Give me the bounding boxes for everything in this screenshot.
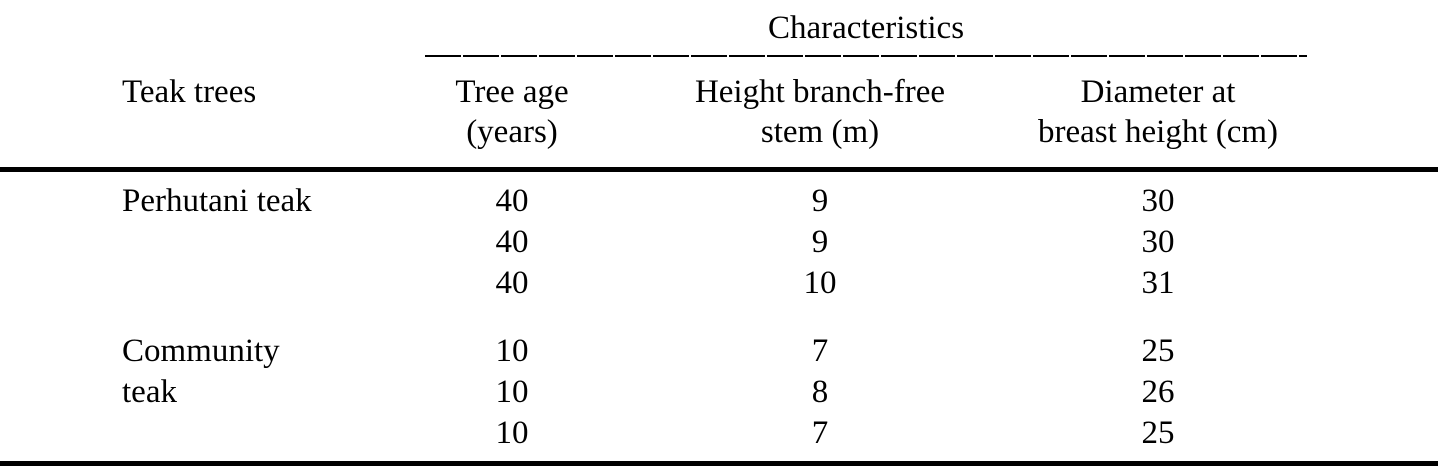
- column-header-tree-age: Tree age (years): [330, 72, 694, 152]
- group-label-empty: [0, 413, 330, 454]
- cell-diameter: 25: [1141, 415, 1175, 451]
- cell-tree-age: 40: [495, 224, 529, 260]
- cell-tree-age: 10: [495, 374, 529, 410]
- cell-tree-age: 10: [495, 415, 529, 451]
- cell-height: 10: [803, 265, 837, 301]
- table-row: 10 8 26: [0, 372, 1438, 413]
- table-row: Perhutani teak 40 9 30: [0, 181, 1438, 222]
- cell-diameter: 30: [1141, 183, 1175, 219]
- cell-height: 7: [811, 415, 829, 451]
- table-row: Community teak 10 7 25: [0, 331, 1438, 410]
- group-label-perhutani: Perhutani teak: [122, 183, 312, 219]
- table-header-row: Teak trees Tree age (years) Height branc…: [0, 72, 1438, 152]
- group-label-empty: [0, 222, 330, 263]
- table-bottom-rule: [0, 461, 1438, 466]
- spanner-underline-rule: [425, 55, 1307, 57]
- characteristics-spanner: Characteristics: [425, 0, 1307, 57]
- table-row: 40 9 30: [0, 222, 1438, 263]
- column-header-diameter: Diameter at breast height (cm): [946, 72, 1438, 152]
- cell-height: 7: [811, 333, 829, 369]
- column-header-tree-age-line1: Tree age: [455, 74, 569, 110]
- cell-height: 8: [811, 374, 829, 410]
- spanner-heading: Characteristics: [767, 10, 965, 46]
- cell-tree-age: 10: [495, 333, 529, 369]
- group-label-community: Community teak: [122, 333, 280, 410]
- header-body-divider-rule: [0, 167, 1438, 172]
- column-header-tree-age-line2: (years): [466, 114, 558, 150]
- column-header-diameter-line1: Diameter at: [1080, 74, 1236, 110]
- cell-diameter: 26: [1141, 374, 1175, 410]
- table-body: Perhutani teak 40 9 30 40 9 30 40 10 31 …: [0, 181, 1438, 454]
- column-header-teak-trees: Teak trees: [122, 74, 257, 110]
- cell-diameter: 30: [1141, 224, 1175, 260]
- cell-diameter: 25: [1141, 333, 1175, 369]
- column-header-height-line2: stem (m): [760, 114, 880, 150]
- cell-tree-age: 40: [495, 265, 529, 301]
- cell-diameter: 31: [1141, 265, 1175, 301]
- cell-tree-age: 40: [495, 183, 529, 219]
- table-row: 40 10 31: [0, 263, 1438, 304]
- column-header-height: Height branch-free stem (m): [694, 72, 946, 152]
- group-label-empty: [0, 263, 330, 304]
- group-label-empty: [0, 372, 330, 413]
- column-header-height-line1: Height branch-free: [694, 74, 946, 110]
- cell-height: 9: [811, 224, 829, 260]
- column-header-diameter-line2: breast height (cm): [1037, 114, 1279, 150]
- table-row: 10 7 25: [0, 413, 1438, 454]
- cell-height: 9: [811, 183, 829, 219]
